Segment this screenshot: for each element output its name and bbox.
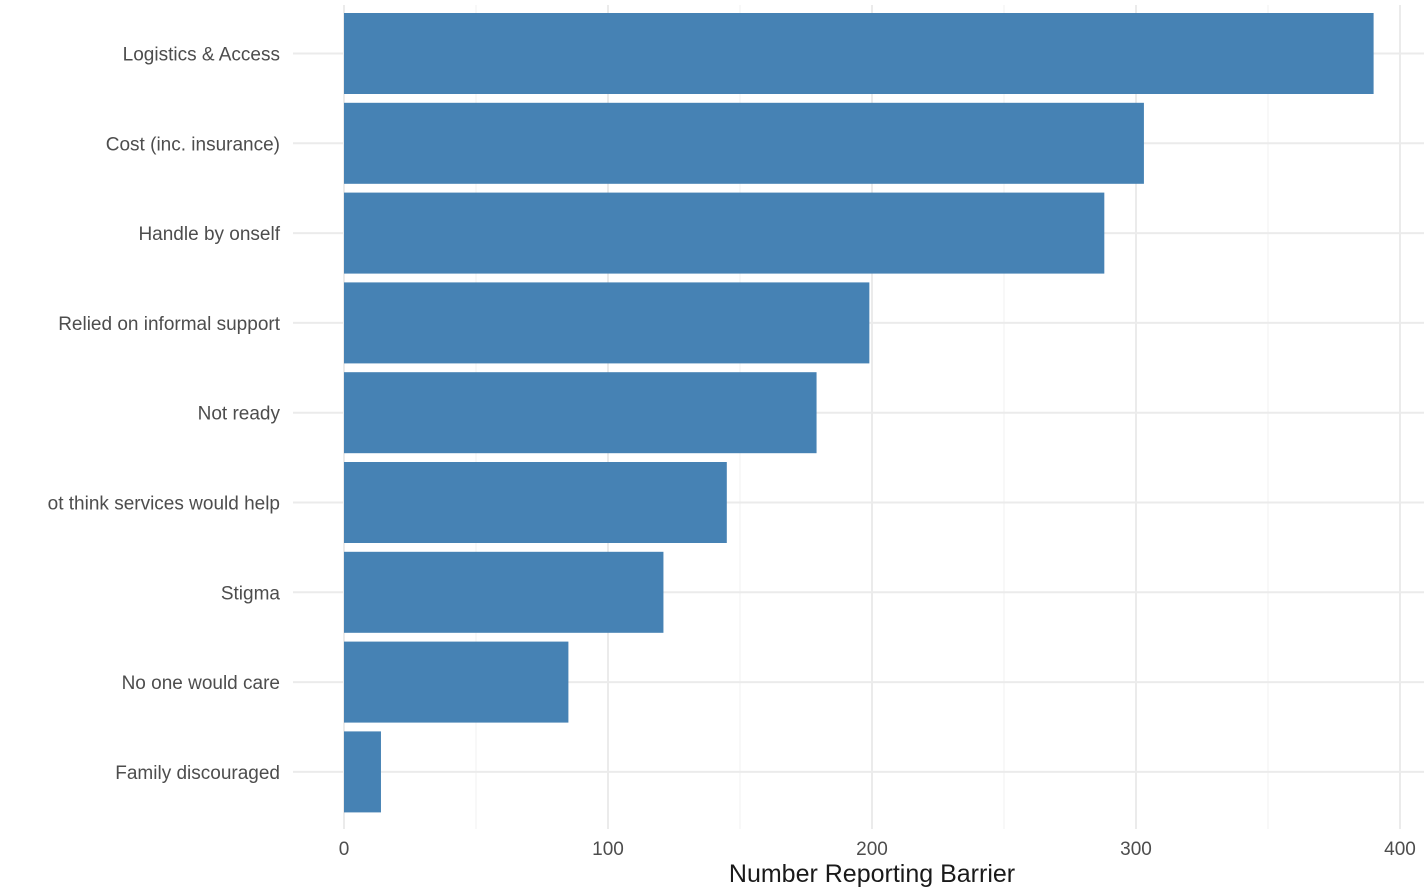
x-tick-labels: 0 100 200 300 400 (339, 839, 1416, 860)
bar (344, 731, 381, 813)
bars (344, 13, 1374, 813)
y-tick-label: Stigma (221, 583, 281, 604)
bar (344, 102, 1144, 184)
y-tick-label: Handle by onself (138, 224, 280, 245)
y-tick-label: Logistics & Access (123, 45, 280, 66)
bar (344, 551, 664, 633)
bar (344, 192, 1105, 274)
bar (344, 462, 727, 543)
x-tick-label: 200 (856, 839, 888, 860)
y-tick-label: Cost (inc. insurance) (106, 134, 280, 155)
y-tick-label: ot think services would help (48, 494, 280, 515)
y-tick-label: Family discouraged (115, 763, 280, 784)
bar (344, 372, 817, 454)
y-tick-labels: Logistics & Access Cost (inc. insurance) H… (48, 45, 281, 784)
y-tick-label: No one would care (122, 673, 280, 694)
x-tick-label: 300 (1120, 839, 1152, 860)
x-axis-title: Number Reporting Barrier (729, 860, 1015, 888)
x-tick-label: 400 (1384, 839, 1416, 860)
bar (344, 641, 569, 723)
y-tick-label: Relied on informal support (58, 314, 281, 335)
bar (344, 13, 1374, 94)
x-tick-label: 0 (339, 839, 350, 860)
y-tick-label: Not ready (198, 404, 281, 425)
bar (344, 282, 870, 364)
x-tick-label: 100 (592, 839, 624, 860)
